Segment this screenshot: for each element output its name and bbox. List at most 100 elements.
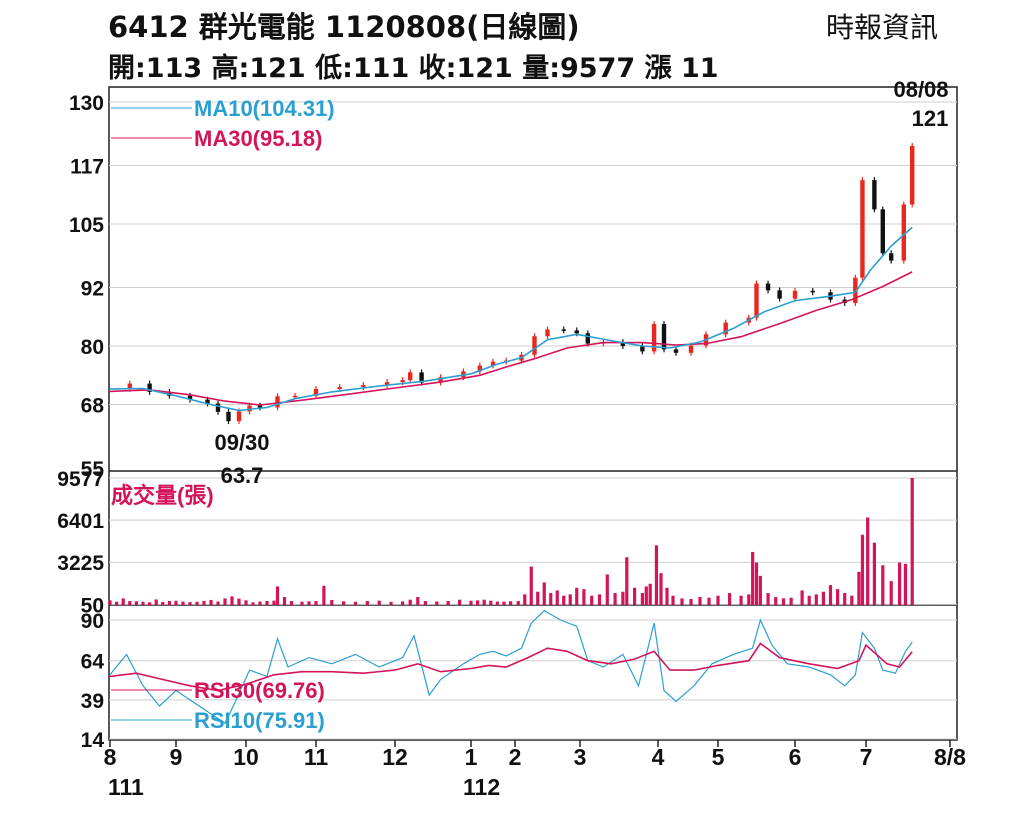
candle-body [361,385,366,387]
candle-body [313,388,319,396]
volume-bar [575,587,579,605]
volume-bar [529,566,533,605]
x-month-label: 4 [652,744,665,770]
candle-body [490,361,496,366]
volume-bar [597,594,602,605]
volume-bar [108,600,112,605]
volume-bar [781,598,786,605]
legend-rsi30: RSI30(69.76) [194,678,325,703]
x-month-label: 5 [712,744,725,770]
candle-body [792,290,798,299]
volume-bar [562,595,566,605]
candle-body [127,383,132,389]
volume-bar [898,562,902,605]
volume-bar [582,589,586,605]
candle-body [585,333,590,344]
volume-bar [509,601,513,605]
volume-bar [223,598,227,605]
volume-bar [282,597,287,605]
volume-bar [289,601,294,605]
volume-bar [377,600,381,605]
volume-bar [353,601,358,605]
volume-bar [314,601,318,605]
volume-tick-label: 50 [81,594,104,617]
volume-bar [754,562,759,605]
volume-bar [307,601,311,605]
x-month-label: 2 [509,744,522,770]
volume-bar [389,601,393,605]
price-tick-label: 105 [69,214,104,237]
candle-body [777,290,782,299]
low-date-annotation: 09/30 [214,430,269,455]
volume-bar [751,551,755,605]
candle-body [754,283,759,318]
volume-bar [216,601,220,605]
volume-bar [148,602,152,605]
volume-bar [800,590,804,605]
volume-bar [502,601,506,605]
volume-bar [523,594,527,605]
candle-body [400,380,405,383]
x-month-label: 1 [465,744,478,770]
price-tick-label: 130 [69,92,104,115]
volume-bar [401,601,405,605]
volume-bar [828,585,833,605]
candle-body [620,342,626,346]
volume-bar [237,598,241,605]
volume-bar [821,591,825,605]
candle-body [901,204,906,261]
volume-bar [275,586,280,605]
volume-bar [195,601,199,605]
price-tick-label: 55 [81,458,105,481]
candle-body [853,277,858,304]
x-month-label: 3 [574,744,587,770]
volume-bar [850,595,854,605]
volume-bar [866,517,870,605]
legend-ma10: MA10(104.31) [194,96,335,121]
x-month-label: 8 [104,744,117,770]
rsi-tick-label: 39 [81,690,104,713]
volume-bar [251,602,255,605]
volume-bar [202,600,206,605]
volume-bar [141,601,145,605]
volume-bar [154,599,158,605]
volume-bar [889,581,893,605]
volume-bar [489,600,493,605]
volume-bar [633,587,637,605]
candle-body [545,329,550,337]
volume-bar [181,601,185,605]
volume-bar [244,600,248,605]
volume-bar [121,598,125,605]
price-tick-label: 117 [70,155,104,178]
volume-bar [469,600,473,605]
price-tick-label: 80 [81,336,104,359]
x-month-label: 12 [382,744,408,770]
volume-bar [549,593,553,605]
volume-bar [365,601,369,605]
candle-body [673,349,679,353]
volume-bar [843,593,847,605]
volume-bar [807,595,811,605]
volume-bar [330,599,334,605]
volume-bar [648,583,652,605]
volume-bar [568,594,572,605]
volume-bar [258,601,262,605]
volume-bar [665,587,669,605]
candle-body [236,411,242,422]
chart-title: 6412 群光電能 1120808(日線圖) [108,10,580,44]
volume-bar [408,599,412,605]
volume-bar [671,595,675,605]
volume-bar [115,601,119,605]
volume-bar [716,595,720,605]
volume-bar [134,601,138,605]
volume-bar [300,601,304,605]
volume-bar [625,557,629,605]
candle-body [215,403,221,412]
low-value-annotation: 63.7 [221,463,264,488]
candle-body [419,372,424,383]
volume-bar [747,594,751,605]
volume-bar [161,601,165,605]
x-year-label: 112 [463,774,500,800]
volume-bar [640,593,644,605]
price-quote: 開:113 高:121 低:111 收:121 量:9577 漲 11 [108,53,719,84]
